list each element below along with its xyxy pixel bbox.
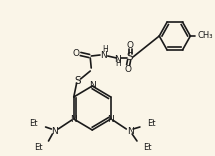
Text: O: O [72, 49, 79, 58]
Text: H: H [115, 59, 121, 68]
Text: N: N [127, 127, 134, 136]
Text: H: H [102, 46, 108, 54]
Text: S: S [127, 52, 133, 62]
Text: CH₃: CH₃ [197, 32, 213, 41]
Text: N: N [70, 115, 77, 124]
Text: N: N [51, 127, 58, 136]
Text: O: O [127, 41, 134, 49]
Text: Et: Et [29, 119, 38, 129]
Text: Et: Et [143, 142, 151, 151]
Text: O: O [125, 64, 132, 73]
Text: Et: Et [147, 119, 155, 129]
Text: S: S [74, 76, 81, 86]
Text: Et: Et [34, 142, 43, 151]
Text: N: N [89, 81, 96, 90]
Text: N: N [107, 115, 114, 124]
Text: N: N [100, 51, 107, 59]
Text: N: N [114, 54, 121, 63]
